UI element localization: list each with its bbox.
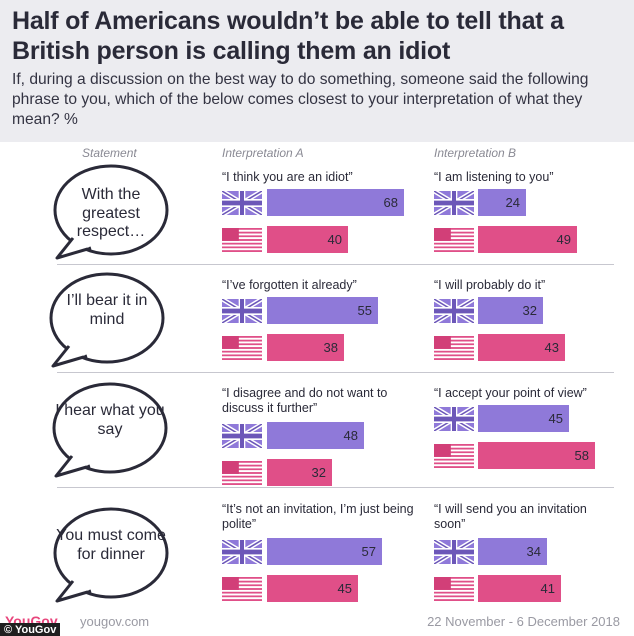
bar-uk-b: 32 (478, 297, 543, 324)
interpretation-a-text: “I’ve forgotten it already” (222, 278, 357, 292)
row-divider (57, 264, 614, 265)
bar-us-b: 58 (478, 442, 595, 469)
column-header-interpretation-a: Interpretation A (222, 146, 304, 160)
image-credit: © YouGov (0, 623, 61, 636)
uk-flag-icon (222, 191, 262, 215)
bar-us-b: 41 (478, 575, 561, 602)
statement-text: I’ll bear it in mind (66, 292, 148, 328)
bar-us-b-value: 43 (544, 340, 559, 355)
bar-uk-a-value: 48 (343, 428, 358, 443)
bar-us-a-value: 32 (311, 465, 326, 480)
bar-uk-b: 45 (478, 405, 569, 432)
interpretation-b-text: “I am listening to you” (434, 170, 554, 184)
bar-us-a: 40 (267, 226, 348, 253)
uk-flag-icon (434, 299, 474, 323)
bar-us-a-value: 38 (323, 340, 338, 355)
interpretation-b-text: “I will send you an invitation soon” (434, 502, 587, 531)
bar-us-b-value: 49 (556, 232, 571, 247)
uk-flag-icon (434, 191, 474, 215)
statement-text: With the greatest respect… (76, 186, 146, 240)
interpretation-a-text: “It’s not an invitation, I’m just being … (222, 502, 414, 531)
statement-text: You must come for dinner (56, 527, 166, 563)
bar-us-a: 45 (267, 575, 358, 602)
uk-flag-icon (222, 299, 262, 323)
interpretation-b-text: “I will probably do it” (434, 278, 546, 292)
interpretation-b-text: “I accept your point of view” (434, 386, 587, 400)
bar-uk-b-value: 45 (548, 411, 563, 426)
bar-uk-a-value: 55 (357, 303, 372, 318)
bar-uk-a: 55 (267, 297, 378, 324)
bar-uk-b-value: 34 (526, 544, 541, 559)
uk-flag-icon (222, 424, 262, 448)
bar-us-b-value: 58 (574, 448, 589, 463)
us-flag-icon (222, 461, 262, 485)
bar-uk-a-value: 57 (361, 544, 376, 559)
row-divider (57, 487, 614, 488)
bar-us-a: 32 (267, 459, 332, 486)
bar-uk-b-value: 32 (522, 303, 537, 318)
bar-uk-a-value: 68 (383, 195, 398, 210)
chart-subtitle: If, during a discussion on the best way … (12, 71, 589, 128)
bar-uk-b-value: 24 (505, 195, 520, 210)
statement-text: I hear what you say (55, 402, 165, 438)
us-flag-icon (222, 336, 262, 360)
bar-us-a-value: 45 (337, 581, 352, 596)
bar-us-b: 43 (478, 334, 565, 361)
survey-date: 22 November - 6 December 2018 (427, 614, 620, 629)
us-flag-icon (434, 228, 474, 252)
interpretation-a-text: “I disagree and do not want to discuss i… (222, 386, 388, 415)
chart-title: Half of Americans wouldn’t be able to te… (12, 7, 564, 65)
uk-flag-icon (222, 540, 262, 564)
uk-flag-icon (434, 407, 474, 431)
us-flag-icon (434, 444, 474, 468)
bar-us-b: 49 (478, 226, 577, 253)
bar-us-a: 38 (267, 334, 344, 361)
bar-uk-a: 48 (267, 422, 364, 449)
source-site: yougov.com (80, 614, 150, 629)
bar-uk-b: 24 (478, 189, 526, 216)
bar-us-b-value: 41 (540, 581, 555, 596)
us-flag-icon (434, 577, 474, 601)
bar-uk-a: 57 (267, 538, 382, 565)
us-flag-icon (222, 577, 262, 601)
footer: YouGov yougov.com 22 November - 6 Decemb… (0, 606, 634, 636)
column-header-statement: Statement (82, 146, 137, 160)
row-divider (57, 372, 614, 373)
uk-flag-icon (434, 540, 474, 564)
header-band: Half of Americans wouldn’t be able to te… (0, 0, 634, 142)
bar-uk-a: 68 (267, 189, 404, 216)
column-header-interpretation-b: Interpretation B (434, 146, 517, 160)
bar-uk-b: 34 (478, 538, 547, 565)
us-flag-icon (434, 336, 474, 360)
interpretation-a-text: “I think you are an idiot” (222, 170, 353, 184)
bar-us-a-value: 40 (327, 232, 342, 247)
us-flag-icon (222, 228, 262, 252)
